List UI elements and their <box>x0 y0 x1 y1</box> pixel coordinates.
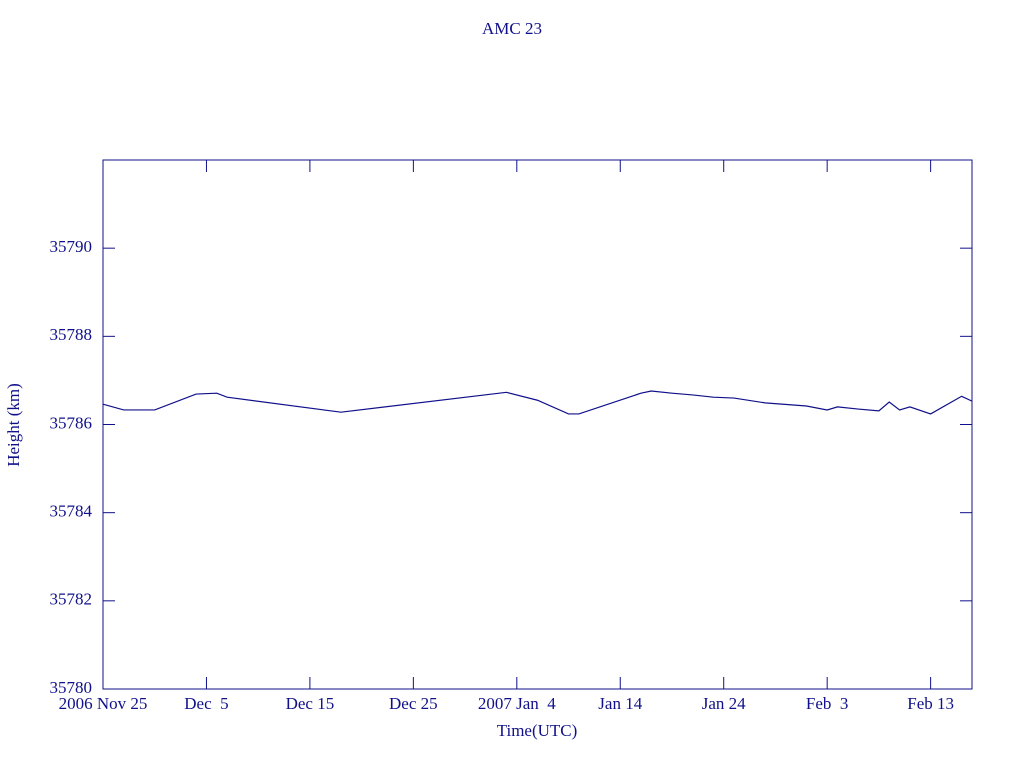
y-tick-label: 35790 <box>50 237 93 256</box>
y-tick-label: 35788 <box>50 325 93 344</box>
x-tick-label: Dec 25 <box>389 694 438 713</box>
y-tick-label: 35782 <box>50 590 93 609</box>
x-tick-label: Jan 24 <box>702 694 746 713</box>
data-line <box>102 390 973 415</box>
x-axis-label: Time(UTC) <box>497 721 578 740</box>
x-tick-label: 2006 Nov 25 <box>59 694 148 713</box>
x-tick-label: Dec 15 <box>286 694 335 713</box>
y-tick-label: 35784 <box>50 502 93 521</box>
y-axis-label: Height (km) <box>4 383 23 467</box>
chart-title: AMC 23 <box>482 19 542 38</box>
x-tick-label: Dec 5 <box>184 694 228 713</box>
y-tick-label: 35786 <box>50 413 93 432</box>
x-tick-label: Feb 3 <box>806 694 849 713</box>
x-tick-label: Jan 14 <box>598 694 642 713</box>
y-tick-label: 35780 <box>50 678 93 697</box>
x-tick-label: 2007 Jan 4 <box>478 694 556 713</box>
plot-frame <box>102 159 973 690</box>
x-tick-label: Feb 13 <box>907 694 954 713</box>
